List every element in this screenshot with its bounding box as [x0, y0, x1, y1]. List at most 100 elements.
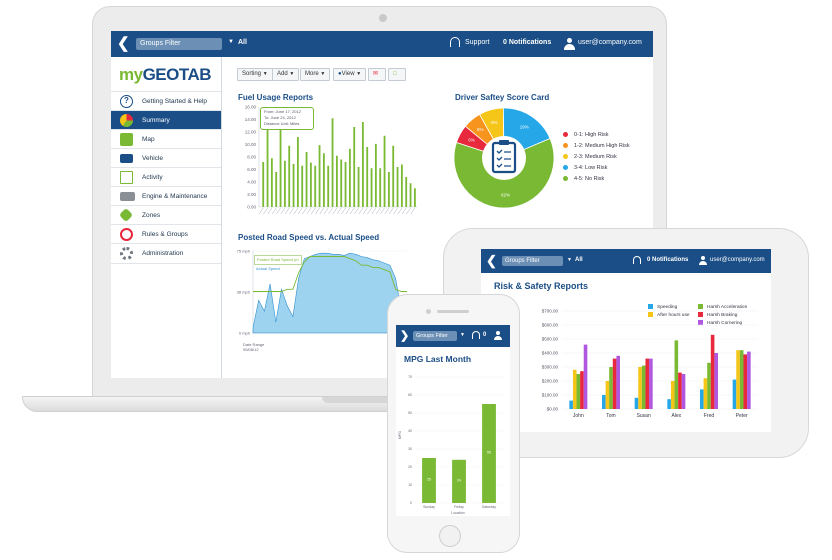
risk-bar[interactable]	[602, 395, 606, 409]
fuel-bar[interactable]	[266, 128, 269, 207]
fuel-bar[interactable]	[292, 163, 295, 207]
fuel-bar[interactable]	[322, 153, 325, 207]
fuel-bar[interactable]	[318, 145, 321, 207]
risk-bar[interactable]	[739, 350, 744, 409]
caret-down-icon[interactable]: ▼	[567, 257, 572, 263]
risk-bar[interactable]	[681, 374, 686, 409]
more-button[interactable]: More ▼	[300, 68, 331, 81]
headset-icon[interactable]	[472, 331, 480, 339]
fuel-bar[interactable]	[301, 165, 304, 207]
fuel-bar[interactable]	[392, 145, 395, 207]
fuel-bar[interactable]	[357, 167, 360, 207]
fuel-bar[interactable]	[396, 167, 399, 207]
caret-down-icon[interactable]: ▼	[228, 39, 234, 45]
fuel-bar[interactable]	[288, 145, 291, 207]
back-chevron-icon[interactable]: ❮	[486, 253, 497, 268]
headset-icon[interactable]	[633, 256, 641, 264]
sidebar-item-summary[interactable]: Summary	[111, 110, 221, 130]
risk-bar[interactable]	[710, 334, 715, 409]
back-chevron-icon[interactable]: ❮	[117, 35, 130, 52]
fuel-bar[interactable]	[374, 143, 377, 207]
fuel-bar[interactable]	[405, 177, 408, 207]
fuel-bar[interactable]	[270, 158, 273, 207]
caret-down-icon[interactable]: ▼	[460, 332, 465, 338]
fuel-bar[interactable]	[366, 147, 369, 207]
risk-bar[interactable]	[634, 397, 639, 409]
risk-bar[interactable]	[645, 358, 650, 409]
mpg-bar[interactable]	[452, 459, 466, 503]
risk-bar[interactable]	[714, 353, 718, 409]
fuel-bar[interactable]	[340, 159, 343, 208]
risk-bar[interactable]	[667, 399, 671, 409]
user-menu[interactable]: user@company.com	[710, 257, 765, 263]
groups-filter-input[interactable]: Groups Filter	[413, 331, 457, 341]
fuel-bar[interactable]	[305, 152, 308, 207]
sorting-button[interactable]: Sorting ▼	[237, 68, 273, 81]
headset-icon[interactable]	[450, 37, 460, 47]
risk-bar[interactable]	[638, 367, 642, 409]
fuel-bar[interactable]	[353, 127, 356, 207]
risk-bar[interactable]	[743, 354, 748, 409]
phone-home-button[interactable]	[439, 525, 461, 547]
fuel-bar[interactable]	[379, 168, 382, 207]
risk-bar[interactable]	[576, 374, 581, 409]
fuel-bar[interactable]	[383, 135, 386, 207]
sidebar-item-administration[interactable]: Administration	[111, 243, 221, 264]
risk-bar[interactable]	[641, 365, 646, 409]
risk-bar[interactable]	[605, 381, 610, 409]
user-icon[interactable]	[699, 256, 707, 266]
risk-bar[interactable]	[612, 358, 617, 409]
support-link[interactable]: Support	[465, 39, 490, 46]
fuel-bar[interactable]	[275, 172, 278, 207]
all-filter-label[interactable]: All	[575, 257, 583, 263]
sidebar-item-activity[interactable]: Activity	[111, 167, 221, 187]
fuel-bar[interactable]	[361, 122, 364, 207]
risk-bar[interactable]	[649, 358, 653, 409]
mpg-bar[interactable]	[422, 458, 436, 503]
fuel-bar[interactable]	[314, 165, 317, 207]
user-icon[interactable]	[494, 331, 502, 341]
risk-bar[interactable]	[700, 389, 704, 409]
fuel-bar[interactable]	[327, 165, 330, 207]
risk-bar[interactable]	[674, 340, 679, 409]
risk-bar[interactable]	[616, 355, 620, 409]
all-filter-label[interactable]: All	[238, 39, 247, 46]
sidebar-item-engine[interactable]: Engine & Maintenance	[111, 186, 221, 206]
fuel-bar[interactable]	[370, 168, 373, 207]
fuel-bar[interactable]	[262, 162, 265, 207]
risk-bar[interactable]	[747, 351, 751, 409]
menu-chevron-icon[interactable]: ❯	[400, 330, 410, 342]
risk-bar[interactable]	[572, 369, 577, 409]
groups-filter-input[interactable]: Groups Filter	[502, 256, 563, 266]
fuel-bar[interactable]	[413, 188, 416, 207]
notifications-link[interactable]: 0 Notifications	[647, 257, 689, 263]
fuel-bar[interactable]	[283, 160, 286, 207]
sidebar-item-map[interactable]: Map	[111, 129, 221, 149]
email-icon[interactable]: ✉	[368, 68, 386, 81]
user-menu[interactable]: user@company.com	[578, 39, 642, 46]
fuel-bar[interactable]	[335, 155, 338, 207]
risk-bar[interactable]	[670, 381, 675, 409]
fuel-bar[interactable]	[309, 162, 312, 207]
notifications-link[interactable]: 0 Notifications	[503, 39, 552, 46]
fuel-bar[interactable]	[400, 164, 403, 208]
fuel-bar[interactable]	[279, 113, 282, 207]
sidebar-item-help[interactable]: ? Getting Started & Help	[111, 91, 221, 111]
mpg-bar[interactable]	[482, 404, 496, 503]
risk-bar[interactable]	[580, 371, 584, 409]
risk-bar[interactable]	[569, 400, 573, 409]
risk-bar[interactable]	[703, 378, 708, 409]
risk-bar[interactable]	[736, 350, 740, 409]
risk-bar[interactable]	[678, 372, 682, 409]
fuel-bar[interactable]	[331, 118, 334, 207]
fuel-bar[interactable]	[348, 148, 351, 207]
fuel-bar[interactable]	[387, 172, 390, 207]
sidebar-item-zones[interactable]: Zones	[111, 205, 221, 225]
groups-filter-input[interactable]: Groups Filter	[136, 38, 222, 50]
mygeotab-logo[interactable]: myGEOTAB	[119, 65, 212, 85]
risk-bar[interactable]	[707, 362, 711, 409]
fuel-bar[interactable]	[296, 137, 299, 207]
notifications-count[interactable]: 0	[483, 332, 487, 338]
sidebar-item-rules[interactable]: Rules & Groups	[111, 224, 221, 244]
risk-bar[interactable]	[609, 367, 613, 409]
